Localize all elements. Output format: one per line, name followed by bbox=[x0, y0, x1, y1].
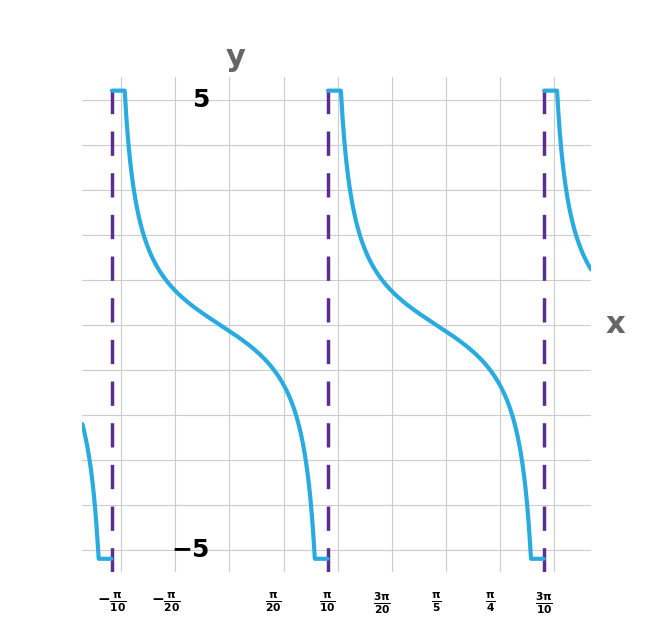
Text: $\mathbf{-\frac{\pi}{10}}$: $\mathbf{-\frac{\pi}{10}}$ bbox=[97, 590, 127, 614]
Text: $\mathbf{\frac{3\pi}{10}}$: $\mathbf{\frac{3\pi}{10}}$ bbox=[535, 590, 553, 616]
Text: $\mathbf{\frac{\pi}{20}}$: $\mathbf{\frac{\pi}{20}}$ bbox=[265, 590, 283, 614]
Text: y: y bbox=[226, 42, 246, 72]
Text: x: x bbox=[605, 310, 625, 340]
Text: $\mathbf{\frac{\pi}{10}}$: $\mathbf{\frac{\pi}{10}}$ bbox=[319, 590, 336, 614]
Text: $\mathbf{\frac{3\pi}{20}}$: $\mathbf{\frac{3\pi}{20}}$ bbox=[373, 590, 391, 616]
Text: $\mathbf{\frac{\pi}{5}}$: $\mathbf{\frac{\pi}{5}}$ bbox=[431, 590, 441, 614]
Text: 5: 5 bbox=[192, 87, 210, 112]
Text: $\mathbf{-\frac{\pi}{20}}$: $\mathbf{-\frac{\pi}{20}}$ bbox=[151, 590, 181, 614]
Text: −5: −5 bbox=[171, 538, 210, 562]
Text: $\mathbf{\frac{\pi}{4}}$: $\mathbf{\frac{\pi}{4}}$ bbox=[485, 590, 495, 614]
